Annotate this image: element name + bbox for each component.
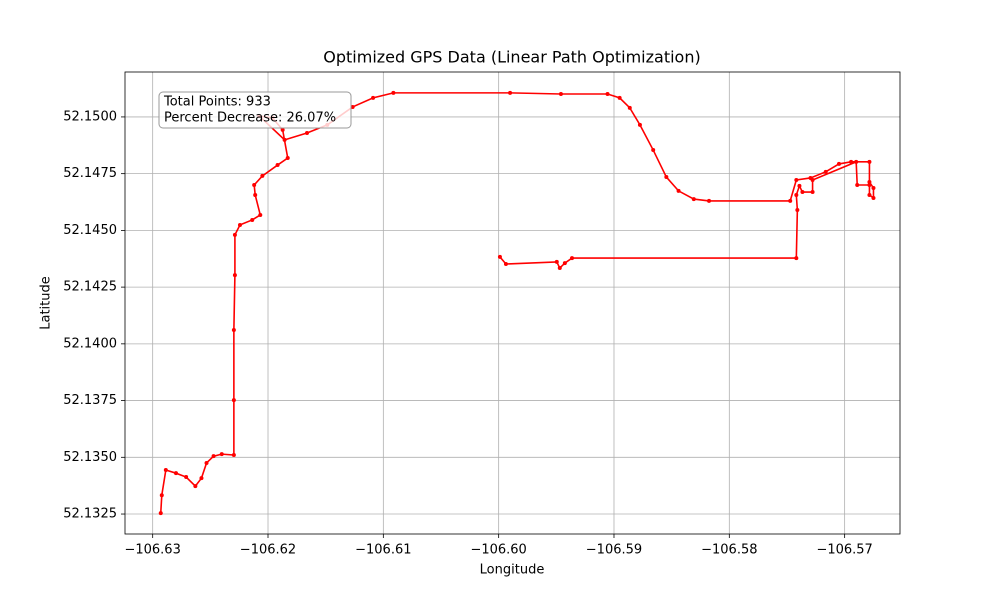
gps-point	[503, 261, 508, 266]
gps-point	[260, 173, 265, 178]
gps-point	[211, 454, 216, 459]
gps-point	[605, 92, 610, 97]
gps-point	[173, 471, 178, 476]
gps-point	[252, 183, 257, 188]
x-tick-label: −106.63	[124, 543, 180, 558]
gps-point	[794, 178, 799, 183]
gps-point	[836, 161, 841, 166]
y-tick-label: 52.1350	[63, 450, 117, 465]
gps-point	[199, 476, 204, 481]
plot-frame	[124, 71, 901, 535]
gps-point	[231, 398, 236, 403]
x-tick-label: −106.58	[701, 543, 757, 558]
gps-point	[788, 198, 793, 203]
x-tick-label: −106.59	[586, 543, 642, 558]
gps-point	[867, 180, 872, 185]
gps-point	[617, 95, 622, 100]
gps-point	[854, 159, 859, 164]
gps-point	[204, 460, 209, 465]
gps-point	[871, 185, 876, 190]
gps-point	[691, 197, 696, 202]
gps-point	[823, 169, 828, 174]
gps-point	[676, 188, 681, 193]
gps-point	[158, 511, 163, 516]
gps-point	[810, 178, 815, 183]
y-tick-label: 52.1425	[63, 280, 117, 295]
x-tick-label: −106.60	[470, 543, 526, 558]
gps-point	[557, 266, 562, 271]
annotation: Percent Decrease: 26.07%	[164, 111, 336, 126]
gps-point	[508, 90, 513, 95]
gps-point	[232, 232, 237, 237]
gps-point	[867, 192, 872, 197]
gps-point	[554, 259, 559, 264]
gps-point	[253, 192, 258, 197]
annotation: Total Points: 933	[163, 95, 271, 110]
y-tick-label: 52.1500	[63, 109, 117, 124]
gps-point	[794, 192, 799, 197]
gps-point	[258, 212, 263, 217]
gps-point	[794, 256, 799, 261]
gps-point	[219, 452, 224, 457]
x-tick-label: −106.62	[240, 543, 296, 558]
chart-title: Optimized GPS Data (Linear Path Optimiza…	[323, 48, 700, 67]
gps-point	[637, 122, 642, 127]
y-axis-label: Latitude	[39, 276, 54, 330]
x-tick-label: −106.57	[816, 543, 872, 558]
y-tick-label: 52.1375	[63, 393, 117, 408]
gps-point	[232, 273, 237, 278]
gps-point	[867, 159, 872, 164]
gps-point	[163, 468, 168, 473]
gps-point	[855, 183, 860, 188]
gps-path	[159, 92, 875, 514]
gps-point	[237, 222, 242, 227]
gps-point	[250, 217, 255, 222]
gps-point	[871, 195, 876, 200]
gps-point	[193, 484, 198, 489]
gps-point	[159, 493, 164, 498]
y-tick-label: 52.1325	[63, 507, 117, 522]
gps-point	[627, 105, 632, 110]
grid	[125, 72, 900, 534]
gps-point	[570, 256, 575, 261]
gps-point	[849, 159, 854, 164]
gps-point	[285, 156, 290, 161]
gps-point	[707, 198, 712, 203]
gps-point	[867, 183, 872, 188]
gps-point	[304, 131, 309, 136]
gps-point	[800, 190, 805, 195]
gps-point	[562, 261, 567, 266]
gps-point	[280, 127, 285, 132]
gps-point	[231, 328, 236, 333]
gps-point	[797, 183, 802, 188]
y-tick-label: 52.1400	[63, 336, 117, 351]
gps-point	[810, 190, 815, 195]
gps-point	[371, 95, 376, 100]
gps-point	[558, 92, 563, 97]
gps-point	[282, 137, 287, 142]
x-tick-label: −106.61	[355, 543, 411, 558]
gps-point	[350, 104, 355, 109]
gps-point	[231, 453, 236, 458]
gps-point	[497, 254, 502, 259]
y-tick-label: 52.1475	[63, 166, 117, 181]
gps-point	[391, 90, 396, 95]
gps-point	[651, 148, 656, 153]
y-tick-label: 52.1450	[63, 223, 117, 238]
gps-point	[795, 207, 800, 212]
gps-point	[664, 175, 669, 180]
plot	[158, 90, 876, 516]
gps-point	[275, 163, 280, 168]
annotation-box	[158, 91, 352, 129]
gps-point	[184, 475, 189, 480]
x-axis-label: Longitude	[480, 563, 545, 578]
